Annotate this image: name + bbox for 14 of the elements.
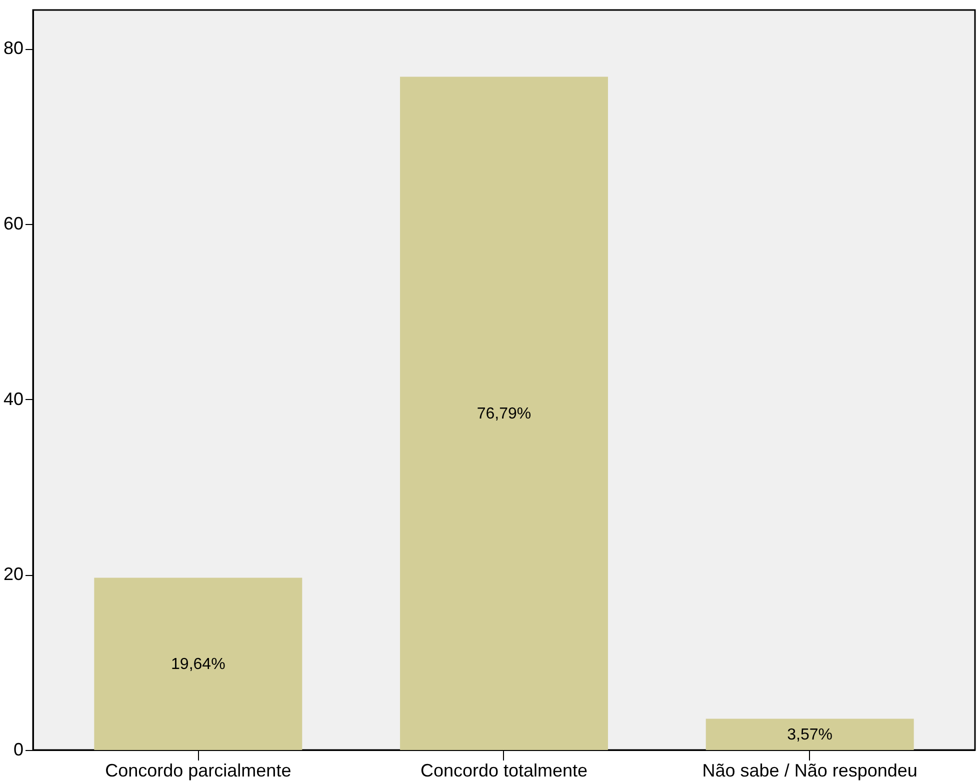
y-tick-label: 0	[13, 740, 24, 760]
y-tick-label: 80	[3, 38, 24, 58]
data-label: 76,79%	[476, 405, 532, 422]
x-tick-label: Não sabe / Não respondeu	[702, 760, 918, 780]
y-tick-label: 20	[3, 564, 24, 584]
data-label: 19,64%	[171, 656, 226, 673]
bar	[94, 578, 302, 750]
data-label: 3,57%	[787, 726, 833, 744]
bar	[400, 76, 608, 750]
y-tick-label: 60	[3, 213, 24, 234]
x-tick-label: Concordo totalmente	[420, 760, 588, 780]
y-tick-label: 40	[3, 388, 24, 409]
x-tick-label: Concordo parcialmente	[105, 760, 292, 780]
bar	[706, 718, 914, 750]
